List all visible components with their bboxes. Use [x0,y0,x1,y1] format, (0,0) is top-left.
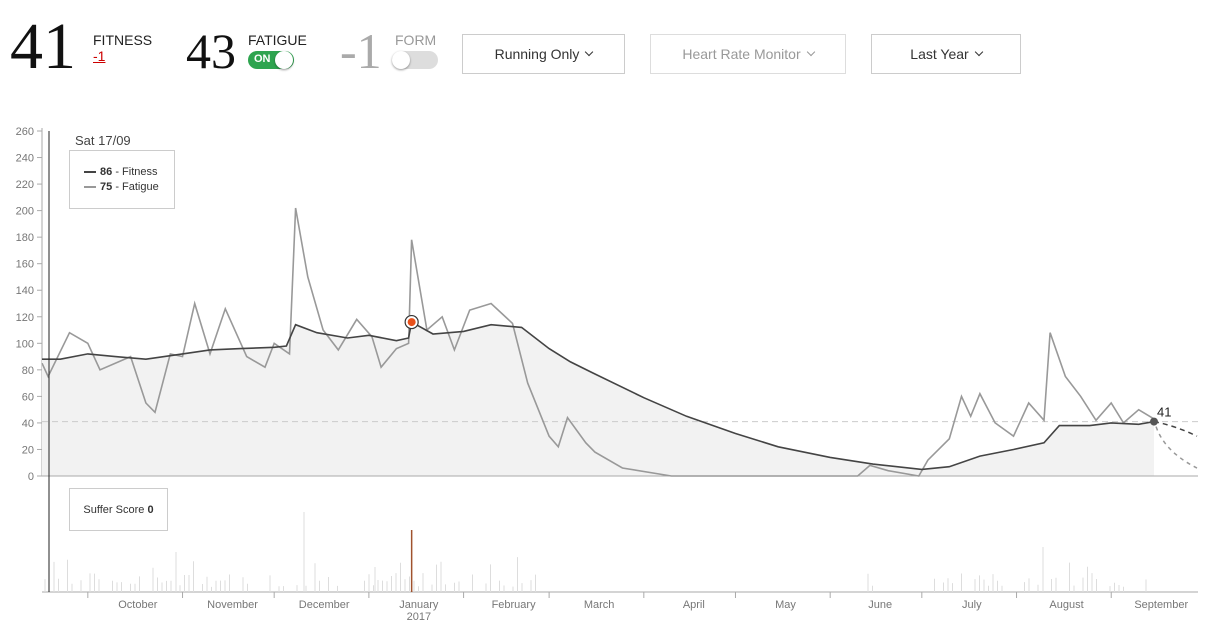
legend-fitness-value: 86 [100,166,113,178]
fatigue-toggle-knob [275,51,293,69]
fitness-delta: -1 [93,48,106,64]
x-tick-label: September [1134,599,1188,611]
suffer-score-value: 0 [147,503,154,516]
fitness-area [42,322,1198,476]
range-filter-dropdown[interactable]: Last Year [871,34,1021,74]
suffer-score-label: Suffer Score [83,503,145,516]
legend-fitness-label: - Fitness [115,166,158,178]
fitness-label: FITNESS [93,32,153,48]
legend-fitness-swatch [84,171,96,174]
x-tick-label: June [868,599,892,611]
fitness-value: 41 [10,10,76,83]
x-tick-sublabel: 2017 [407,611,431,623]
legend-fitness-row: 86 - Fitness [84,166,158,178]
suffer-score-bars [44,512,1147,592]
x-tick-label: October [118,599,157,611]
fitness-projection [1153,420,1198,437]
x-tick-label: November [207,599,258,611]
series-lines [41,207,1198,477]
y-tick-label: 200 [16,206,34,218]
legend-fatigue-row: 75 - Fatigue [84,181,159,193]
chevron-down-icon [806,47,815,57]
x-tick-label: August [1049,599,1083,611]
hover-date: Sat 17/09 [75,133,131,148]
legend-fatigue-swatch [84,186,96,189]
form-label: FORM [395,32,437,48]
fitness-area-fill [42,322,1154,476]
y-tick-label: 100 [16,338,34,350]
fatigue-line [41,207,1155,477]
y-tick-label: 20 [22,444,34,456]
activity-filter-dropdown[interactable]: Running Only [462,34,625,74]
y-tick-label: 120 [16,312,34,324]
chevron-down-icon [585,47,594,57]
heart-rate-filter-dropdown[interactable]: Heart Rate Monitor [650,34,846,74]
current-value-label: 41 [1157,405,1171,420]
suffer-score-box: Suffer Score 0 [69,488,168,531]
heart-rate-filter-label: Heart Rate Monitor [682,46,801,62]
fitness-line [42,320,1155,471]
form-toggle-knob [392,51,410,69]
y-tick-label: 40 [22,418,34,430]
x-tick-label: February [492,599,537,611]
current-point [1150,417,1158,426]
y-tick-label: 0 [28,471,34,483]
y-tick-label: 260 [16,126,34,138]
chevron-down-icon [974,47,983,57]
y-tick-label: 140 [16,285,34,297]
x-tick-label: May [775,599,796,611]
fatigue-label: FATIGUE [248,32,307,48]
highlight-point-ring [404,314,419,330]
form-value: -1 [340,23,382,79]
range-filter-label: Last Year [910,46,969,62]
legend-fatigue-value: 75 [100,181,113,193]
x-tick-label: March [584,599,615,611]
y-tick-label: 240 [16,153,34,165]
y-tick-label: 160 [16,259,34,271]
y-tick-label: 220 [16,179,34,191]
fatigue-value: 43 [186,23,236,79]
y-tick-label: 80 [22,365,34,377]
y-tick-label: 60 [22,391,34,403]
y-tick-label: 180 [16,232,34,244]
highlight-point [407,318,416,327]
chart-overlay: 41 [48,131,1171,592]
legend-fatigue-label: - Fatigue [115,181,159,193]
x-tick-label: December [299,599,350,611]
x-tick-label: April [683,599,705,611]
hover-legend: 86 - Fitness 75 - Fatigue [69,150,175,209]
y-axis: 0 20 40 60 80 100 120 140 160 180 200 220 240 260 [16,126,43,483]
fatigue-toggle[interactable]: ON [248,51,294,69]
form-toggle[interactable] [392,51,438,69]
x-tick-label: January [399,599,439,611]
x-tick-label: July [962,599,982,611]
fatigue-projection [1153,418,1198,469]
activity-filter-label: Running Only [494,46,580,62]
fatigue-toggle-label: ON [254,53,271,65]
